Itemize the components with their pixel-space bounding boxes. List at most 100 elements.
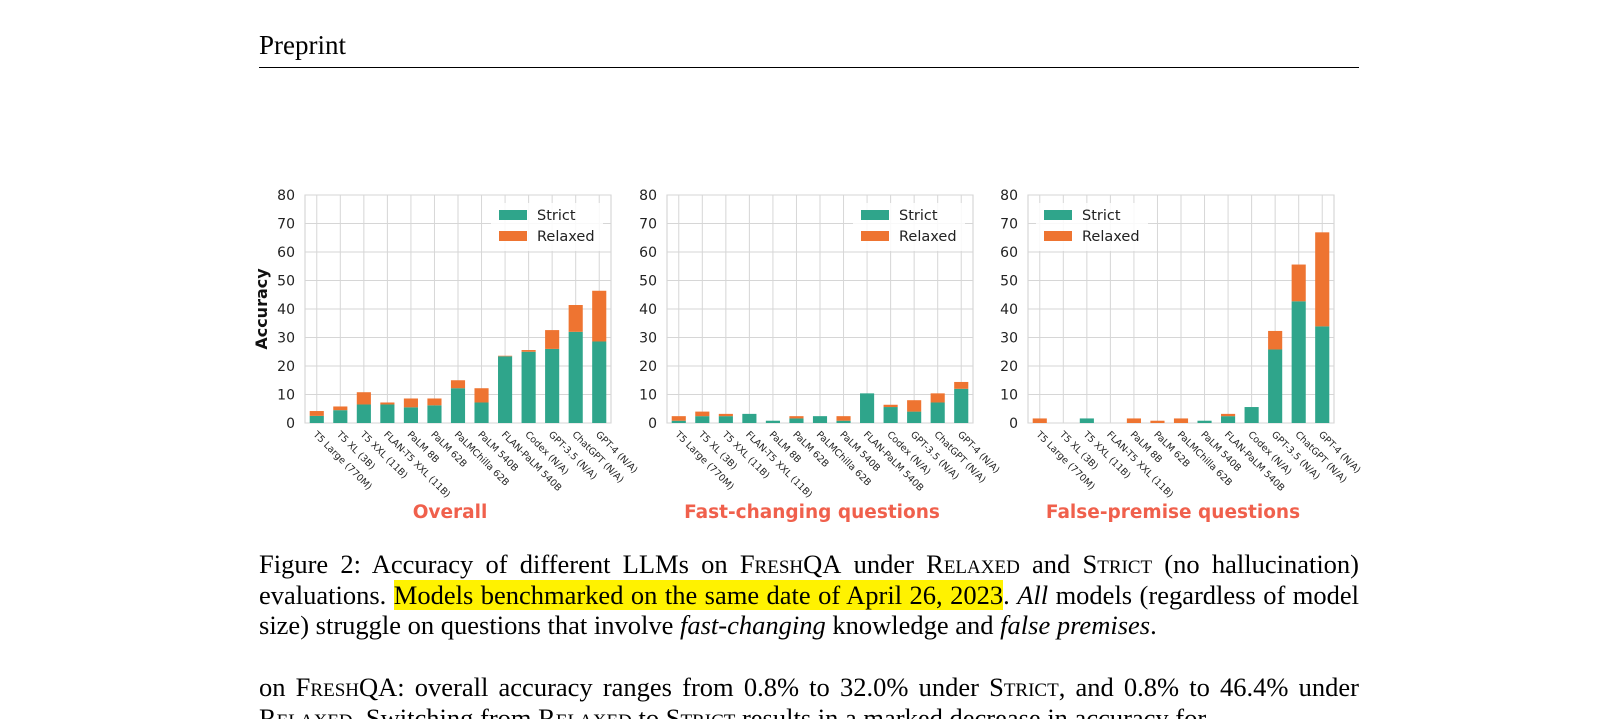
y-tick-label: 60 [1000, 245, 1018, 261]
y-tick-label: 30 [1000, 331, 1018, 347]
caption-text: (no hallucination) evaluations. [259, 549, 1360, 610]
bar-segment [718, 416, 733, 423]
bar-segment [427, 398, 442, 406]
bar-segment [568, 331, 583, 423]
bar-segment [1173, 418, 1189, 423]
bar-segment [765, 420, 780, 423]
bar-segment [789, 416, 804, 419]
caption-text: Relaxed [926, 549, 1020, 579]
bar-segment [1291, 301, 1306, 423]
legend-swatch [1044, 231, 1072, 241]
caption-text: knowledge and [825, 610, 1001, 640]
y-tick-label: 0 [1009, 416, 1018, 432]
y-tick-label: 50 [1000, 274, 1018, 290]
bar-segment [1221, 416, 1236, 423]
bar-segment [498, 356, 513, 423]
body-span: : overall accuracy ranges from 0.8% to 3… [397, 672, 990, 702]
bar-segment [954, 388, 969, 423]
y-tick-label: 30 [639, 331, 657, 347]
caption-text: false premises [1000, 610, 1151, 640]
bar-segment [1268, 349, 1283, 423]
bar-segment [356, 404, 371, 423]
legend-swatch [499, 231, 527, 241]
caption-text: and [1019, 549, 1083, 579]
y-tick-label: 40 [277, 302, 295, 318]
legend-swatch [861, 231, 889, 241]
bar-segment [309, 415, 324, 423]
bar-segment [592, 341, 607, 423]
bar-segment [333, 406, 348, 411]
y-tick-label: 10 [277, 388, 295, 404]
chart-title: False-premise questions [1046, 502, 1300, 523]
bar-segment [474, 402, 489, 423]
bar-segment [718, 413, 733, 417]
body-text: on FreshQA: overall accuracy ranges from… [259, 672, 1359, 719]
y-tick-label: 0 [648, 416, 657, 432]
bar-segment [907, 400, 922, 412]
y-tick-label: 20 [1000, 359, 1018, 375]
body-span: to [631, 702, 666, 719]
caption-text: . [1003, 579, 1018, 610]
bar-segment [695, 416, 710, 423]
y-tick-label: 80 [1000, 188, 1018, 204]
bar-segment [545, 348, 560, 423]
bar-segment [671, 420, 686, 423]
legend-label: Strict [1082, 208, 1121, 224]
y-tick-label: 50 [277, 274, 295, 290]
bar-segment [356, 392, 371, 405]
bar-segment [1126, 418, 1141, 423]
y-tick-label: 20 [639, 359, 657, 375]
bar-segment [545, 330, 560, 349]
body-span: Strict [989, 672, 1059, 702]
body-span: . Switching from [352, 702, 539, 719]
bar-segment [1315, 232, 1330, 327]
y-tick-label: 60 [277, 245, 295, 261]
bar-segment [498, 355, 513, 357]
bar-segment [521, 350, 536, 352]
caption-text: FreshQA [739, 549, 842, 579]
bar-segment [427, 405, 442, 423]
bar-segment [403, 407, 418, 423]
bar-segment [1244, 407, 1259, 423]
legend-swatch [499, 210, 527, 220]
caption-text: under [841, 549, 927, 579]
bar-segment [1315, 326, 1330, 423]
bar-segment [450, 388, 466, 423]
bar-segment [789, 418, 804, 423]
caption-text: Figure 2: Accuracy of different LLMs on [259, 549, 740, 579]
header-rule [259, 67, 1359, 68]
y-tick-label: 10 [639, 388, 657, 404]
bar-segment [812, 416, 828, 423]
chart-title: Overall [413, 502, 488, 523]
y-tick-label: 10 [1000, 388, 1018, 404]
y-tick-label: 60 [639, 245, 657, 261]
y-tick-label: 0 [286, 416, 295, 432]
bar-segment [521, 351, 536, 423]
bar-segment [450, 380, 466, 389]
body-span: Strict [665, 702, 736, 719]
bar-segment [1291, 264, 1306, 302]
header: Preprint [259, 30, 346, 60]
body-span: on [259, 672, 296, 702]
bar-segment [883, 407, 898, 423]
bar-segment [568, 305, 583, 332]
bar-segment [1079, 418, 1094, 423]
bar-segment [860, 393, 875, 423]
y-tick-label: 80 [639, 188, 657, 204]
y-tick-label: 70 [1000, 217, 1018, 233]
caption-text: All [1017, 579, 1049, 610]
bar-segment [1032, 418, 1047, 423]
caption-text: . [1150, 610, 1157, 640]
y-tick-label: 70 [277, 217, 295, 233]
legend-label: Strict [537, 208, 576, 224]
bar-segment [742, 413, 757, 423]
bar-segment [695, 411, 710, 417]
bar-segment [1221, 413, 1236, 417]
bar-segment [1150, 420, 1165, 423]
y-tick-label: 40 [639, 302, 657, 318]
bar-segment [930, 402, 945, 423]
legend-label: Strict [899, 208, 938, 224]
